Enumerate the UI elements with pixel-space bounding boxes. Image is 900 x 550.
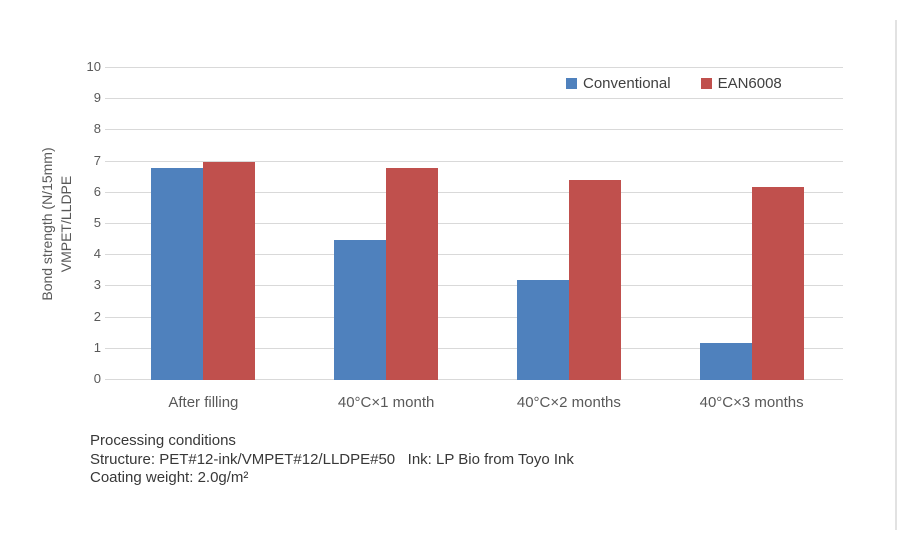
legend-swatch-conventional (566, 78, 577, 89)
bar-conventional-1 (151, 167, 204, 380)
gridline-y10 (105, 67, 843, 68)
bar-ean6008-3 (568, 180, 621, 380)
gridline-y0 (105, 379, 843, 380)
footnotes: Processing conditions Structure: PET#12-… (90, 432, 574, 488)
gridline-y8 (105, 129, 843, 131)
gridline-y2 (105, 316, 843, 318)
y-tick-label-5: 5 (93, 215, 101, 230)
legend-swatch-ean6008 (700, 78, 712, 89)
gridline-y1 (105, 347, 843, 349)
footnote-coating-weight: Coating weight: 2.0g/m² (90, 469, 249, 486)
plot-area: 0 1 2 3 4 5 6 7 8 9 10 After filling 40°C×1 month 40°… (87, 59, 843, 411)
y-tick-label-7: 7 (93, 152, 101, 168)
page-edge-rule (895, 20, 897, 530)
y-tick-label-8: 8 (93, 121, 101, 137)
legend-item-conventional: Conventional (566, 75, 671, 92)
gridline-y4 (105, 254, 843, 256)
footnote-processing-conditions: Processing conditions (90, 432, 236, 449)
y-tick-label-10: 10 (86, 59, 101, 74)
gridline-y3 (105, 285, 843, 287)
footnote-structure: Structure: PET#12-ink/VMPET#12/LLDPE#50 … (90, 450, 574, 468)
bar-ean6008-4 (751, 186, 804, 380)
bar-ean6008-1 (203, 161, 256, 380)
legend-label-ean6008: EAN6008 (717, 75, 782, 92)
bar-conventional-4 (699, 342, 752, 380)
gridline-y7 (105, 160, 843, 162)
y-tick-label-9: 9 (93, 90, 101, 106)
bar-group-4 (660, 68, 843, 380)
y-tick-label-6: 6 (93, 183, 101, 199)
x-axis-label-2: 40°C×1 month (337, 394, 435, 411)
bar-conventional-3 (516, 280, 569, 380)
bar-group-3 (478, 68, 661, 380)
gridline-y6 (105, 191, 843, 193)
x-axis-label-3: 40°C×2 months (516, 394, 621, 411)
bar-conventional-2 (334, 239, 387, 380)
legend-label-conventional: Conventional (583, 75, 671, 92)
bar-group-1 (112, 68, 295, 380)
legend: Conventional EAN6008 (566, 75, 782, 92)
bar-group-2 (295, 68, 478, 380)
y-tick-label-4: 4 (93, 246, 101, 262)
y-tick-label-3: 3 (93, 277, 101, 293)
bar-ean6008-2 (386, 167, 439, 380)
gridline-y9 (105, 98, 843, 100)
x-axis-label-1: After filling (168, 394, 239, 411)
y-axis-title-line1: Bond strength (N/15mm) (39, 147, 55, 301)
legend-item-ean6008: EAN6008 (700, 75, 782, 92)
y-tick-label-0: 0 (93, 371, 101, 386)
gridline-y5 (105, 223, 843, 224)
x-axis-label-4: 40°C×3 months (699, 394, 804, 411)
y-tick-label-2: 2 (93, 308, 101, 324)
y-tick-label-1: 1 (93, 339, 101, 355)
